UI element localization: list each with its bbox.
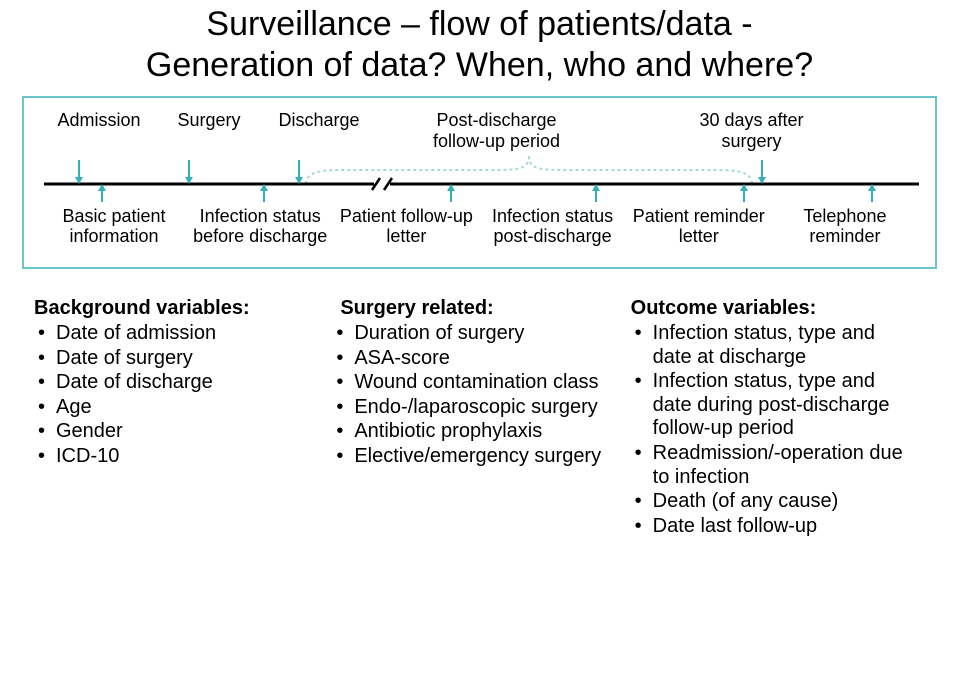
label-basic-info: Basic patient information	[44, 206, 184, 247]
list-item: Endo-/laparoscopic surgery	[332, 396, 616, 420]
list-item: Date of surgery	[34, 347, 318, 371]
column-background: Background variables: Date of admissionD…	[34, 297, 332, 539]
list-item: Duration of surgery	[332, 322, 616, 346]
label-followup-letter: Patient follow-up letter	[336, 206, 476, 247]
title-line1: Surveillance – flow of patients/data -	[206, 5, 752, 43]
column-outcome: Outcome variables: Infection status, typ…	[631, 297, 929, 539]
list-item: Date of discharge	[34, 371, 318, 395]
label-infection-post: Infection status post-discharge	[483, 206, 623, 247]
col-title-surgery: Surgery related:	[332, 297, 616, 320]
col-title-outcome: Outcome variables:	[631, 297, 915, 320]
label-reminder-letter: Patient reminder letter	[629, 206, 769, 247]
bottom-labels-row: Basic patient information Infection stat…	[44, 206, 915, 247]
list-item: Date last follow-up	[631, 515, 915, 539]
col-list-surgery: Duration of surgeryASA-scoreWound contam…	[332, 322, 616, 469]
label-surgery: Surgery	[154, 110, 264, 152]
top-labels-row: Admission Surgery Discharge Post-dischar…	[44, 110, 915, 152]
list-item: Readmission/-operation due to infection	[631, 442, 915, 489]
col-list-outcome: Infection status, type and date at disch…	[631, 322, 915, 538]
list-item: Elective/emergency surgery	[332, 445, 616, 469]
label-admission: Admission	[44, 110, 154, 152]
title-line2: Generation of data? When, who and where?	[146, 46, 813, 84]
list-item: Antibiotic prophylaxis	[332, 420, 616, 444]
column-surgery: Surgery related: Duration of surgeryASA-…	[332, 297, 630, 539]
timeline-svg	[44, 152, 919, 204]
list-item: Wound contamination class	[332, 371, 616, 395]
variable-columns: Background variables: Date of admissionD…	[34, 297, 929, 539]
label-infection-before: Infection status before discharge	[190, 206, 330, 247]
label-discharge: Discharge	[264, 110, 374, 152]
col-list-background: Date of admissionDate of surgeryDate of …	[34, 322, 318, 469]
col-title-background: Background variables:	[34, 297, 318, 320]
list-item: Infection status, type and date during p…	[631, 370, 915, 441]
label-30days: 30 days after surgery	[669, 110, 834, 152]
list-item: ICD-10	[34, 445, 318, 469]
label-telephone: Telephone reminder	[775, 206, 915, 247]
list-item: Date of admission	[34, 322, 318, 346]
list-item: Age	[34, 396, 318, 420]
list-item: Infection status, type and date at disch…	[631, 322, 915, 369]
brace-path	[529, 156, 752, 184]
list-item: Gender	[34, 420, 318, 444]
brace-path	[306, 156, 529, 184]
label-post-discharge: Post-discharge follow-up period	[414, 110, 579, 152]
list-item: Death (of any cause)	[631, 490, 915, 514]
page-title: Surveillance – flow of patients/data - G…	[0, 4, 959, 86]
list-item: ASA-score	[332, 347, 616, 371]
flow-box: Admission Surgery Discharge Post-dischar…	[22, 96, 937, 269]
